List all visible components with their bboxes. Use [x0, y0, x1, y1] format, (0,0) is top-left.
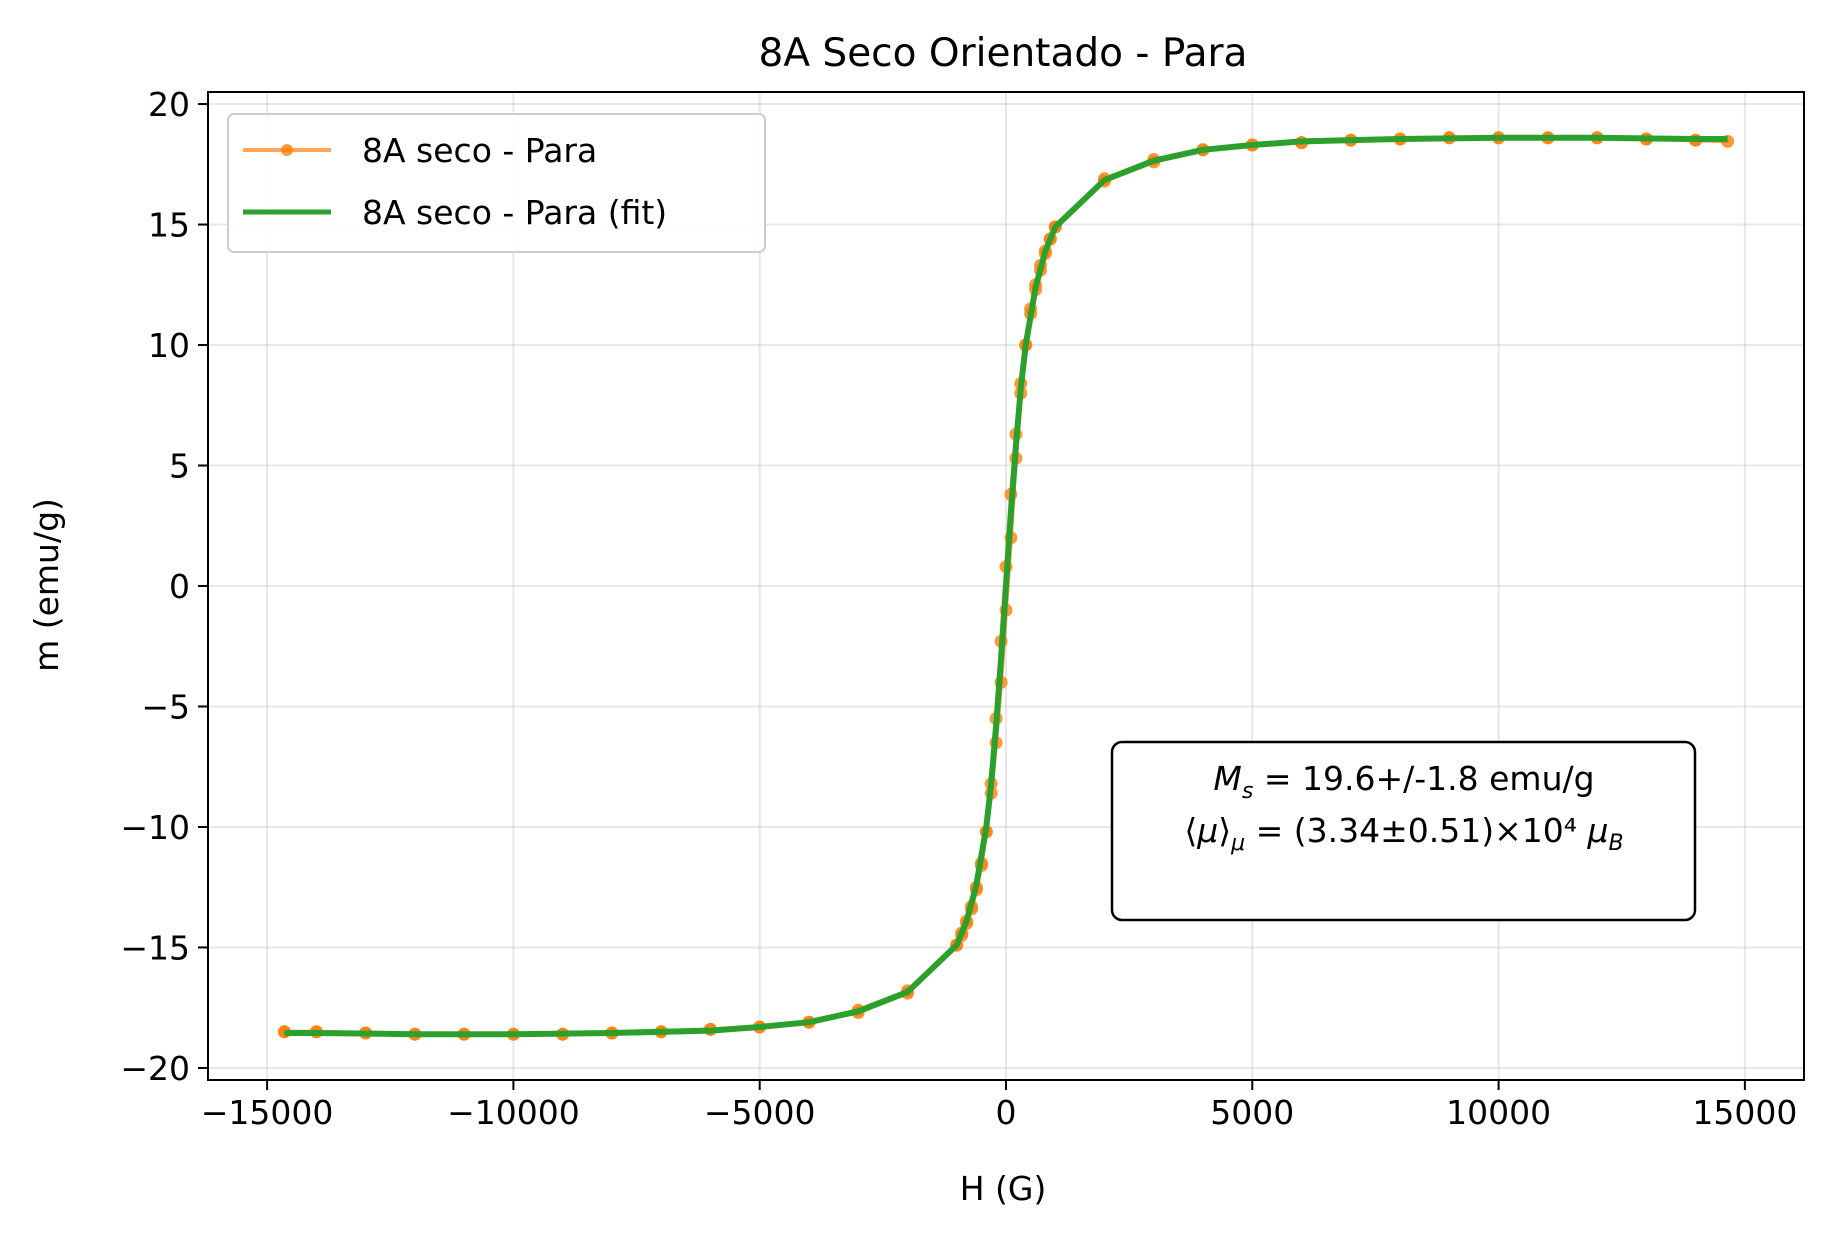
x-tick-label: 0 — [996, 1093, 1017, 1132]
ann-mu-symbol: μ — [1196, 811, 1218, 850]
legend-label-data: 8A seco - Para — [362, 131, 597, 170]
annotation-line-ms: Ms = 19.6+/-1.8 emu/g — [1213, 759, 1594, 804]
chart-title: 8A Seco Orientado - Para — [759, 31, 1248, 76]
annotation-line-mu: ⟨μ⟩μ = (3.34±0.51)×10⁴ μB — [1184, 811, 1623, 856]
ann-mu-unit: μ — [1587, 811, 1609, 850]
ann-mu-open: ⟨ — [1184, 811, 1197, 850]
ann-mu-unit-subscript: B — [1609, 831, 1624, 856]
ann-mu-value: = (3.34±0.51)×10⁴ — [1245, 811, 1587, 850]
x-tick-label: −5000 — [704, 1093, 816, 1132]
y-tick-label: 15 — [148, 206, 190, 245]
y-tick-label: −5 — [141, 687, 190, 726]
x-tick-label: 15000 — [1692, 1093, 1797, 1132]
legend: 8A seco - Para 8A seco - Para (fit) — [227, 113, 766, 253]
y-tick-label: 10 — [148, 326, 190, 365]
y-tick-label: 0 — [169, 567, 190, 606]
series-layer — [277, 131, 1735, 1041]
y-tick-label: −15 — [120, 928, 190, 967]
y-tick-label: −10 — [120, 808, 190, 847]
ticks: −15000 −10000 −5000 0 5000 10000 15000 −20 −15 −1… — [120, 85, 1797, 1132]
annotation-box-group: Ms = 19.6+/-1.8 emu/g ⟨μ⟩μ = (3.34±0.51)… — [1110, 740, 1697, 922]
ann-ms-subscript: s — [1242, 779, 1253, 804]
y-tick-label: 5 — [169, 447, 190, 486]
ann-ms-value: = 19.6+/-1.8 emu/g — [1253, 759, 1594, 798]
x-axis-label: H (G) — [960, 1169, 1047, 1208]
y-tick-label: −20 — [120, 1049, 190, 1088]
series-line-fit — [284, 134, 1728, 1038]
x-tick-label: −15000 — [201, 1093, 334, 1132]
y-tick-label: 20 — [148, 85, 190, 124]
annotation-box — [1110, 740, 1697, 922]
ann-mu-close: ⟩ — [1218, 811, 1231, 850]
legend-label-fit: 8A seco - Para (fit) — [362, 193, 667, 232]
x-tick-label: −10000 — [447, 1093, 580, 1132]
legend-swatch-marker-orange — [281, 144, 293, 156]
y-axis-label: m (emu/g) — [27, 498, 66, 672]
ann-mu-subscript: μ — [1230, 831, 1245, 856]
x-tick-label: 5000 — [1210, 1093, 1294, 1132]
legend-box — [227, 113, 766, 253]
x-tick-label: 10000 — [1446, 1093, 1551, 1132]
ann-ms-symbol: M — [1213, 759, 1241, 798]
